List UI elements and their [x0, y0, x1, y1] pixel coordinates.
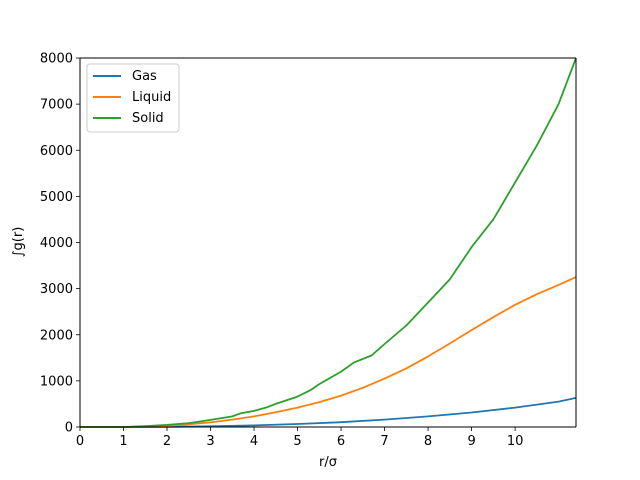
x-tick-label: 1 — [119, 434, 127, 449]
legend-label-liquid: Liquid — [132, 90, 171, 105]
x-tick-label: 2 — [163, 434, 171, 449]
x-tick-label: 8 — [424, 434, 432, 449]
y-tick-label: 1000 — [40, 374, 73, 389]
y-tick-label: 3000 — [40, 282, 73, 297]
x-tick-label: 10 — [507, 434, 524, 449]
x-tick-label: 7 — [380, 434, 388, 449]
y-tick-label: 2000 — [40, 328, 73, 343]
x-tick-label: 5 — [293, 434, 301, 449]
x-tick-label: 9 — [467, 434, 475, 449]
y-ticks: 0 1000 2000 3000 4000 5000 6000 7000 8000 — [40, 52, 80, 436]
y-tick-label: 7000 — [40, 98, 73, 113]
x-tick-label: 0 — [76, 434, 84, 449]
series-line-solid — [80, 57, 577, 428]
y-tick-label: 6000 — [40, 144, 73, 159]
series-line-liquid — [80, 276, 577, 428]
y-tick-label: 4000 — [40, 236, 73, 251]
x-tick-label: 6 — [337, 434, 345, 449]
y-tick-label: 5000 — [40, 190, 73, 205]
legend-label-gas: Gas — [132, 69, 157, 84]
x-tick-label: 3 — [206, 434, 214, 449]
x-tick-label: 4 — [250, 434, 258, 449]
x-ticks: 0 1 2 3 4 5 6 7 8 9 10 — [76, 427, 524, 449]
x-axis-label: r/σ — [319, 455, 337, 470]
y-tick-label: 8000 — [40, 52, 73, 67]
y-axis-label: ∫g(r) — [11, 227, 26, 258]
axes — [79, 57, 577, 428]
legend-label-solid: Solid — [132, 111, 164, 126]
legend: Gas Liquid Solid — [86, 63, 180, 133]
y-tick-label: 0 — [65, 421, 73, 436]
legend-frame — [86, 63, 180, 133]
